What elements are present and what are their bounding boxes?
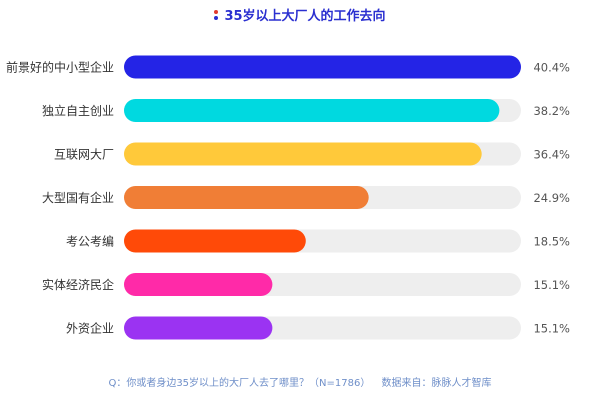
bar: [124, 142, 482, 166]
bar: [124, 186, 369, 209]
value-label: 15.1%: [533, 322, 570, 336]
title-deco-dot-top: [214, 10, 219, 14]
value-label: 38.2%: [533, 104, 570, 118]
footer-question: Q：你或者身边35岁以上的大厂人去了哪里？（N=1786）: [108, 378, 371, 389]
bar: [124, 99, 500, 122]
category-label: 前景好的中小型企业: [6, 60, 114, 75]
bar: [124, 229, 306, 253]
bar: [124, 55, 521, 79]
title-decoration-icon: [214, 10, 219, 21]
value-label: 36.4%: [533, 148, 570, 162]
footer-source: 数据来自：脉脉人才智库: [381, 378, 492, 389]
category-label: 考公考编: [66, 234, 114, 249]
value-label: 40.4%: [533, 61, 570, 75]
chart-title: 35岁以上大厂人的工作去向: [0, 9, 600, 25]
category-label: 外资企业: [66, 321, 114, 336]
value-label: 15.1%: [533, 278, 570, 292]
category-label: 独立自主创业: [42, 103, 114, 118]
value-label: 24.9%: [533, 191, 570, 205]
bar: [124, 316, 273, 340]
bar: [124, 273, 273, 296]
category-label: 互联网大厂: [54, 148, 114, 162]
value-label: 18.5%: [533, 235, 570, 249]
category-label: 大型国有企业: [42, 190, 114, 205]
title-deco-dot-bottom: [214, 16, 219, 20]
chart-footer: Q：你或者身边35岁以上的大厂人去了哪里？（N=1786） 数据来自：脉脉人才智…: [0, 377, 600, 391]
category-label: 实体经济民企: [42, 277, 114, 292]
chart-title-text: 35岁以上大厂人的工作去向: [224, 9, 386, 24]
